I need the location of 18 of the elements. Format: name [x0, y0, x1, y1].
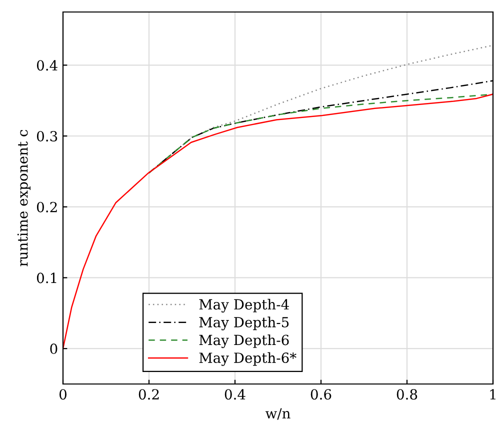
x-tick-label: 0.8: [396, 389, 418, 400]
legend-label: May Depth-6*: [199, 352, 296, 366]
x-axis-title: w/n: [265, 408, 290, 420]
y-axis-title: runtime exponent c: [17, 130, 30, 266]
x-tick-label: 0: [59, 389, 66, 400]
y-tick-label: 0.3: [36, 130, 58, 142]
legend-label: May Depth-4: [199, 298, 289, 312]
y-tick-label: 0.4: [36, 60, 58, 71]
y-tick-label: 0: [50, 344, 58, 354]
legend-label: May Depth-5: [199, 316, 289, 330]
x-tick-label: 1: [490, 389, 496, 400]
legend-label: May Depth-6: [199, 334, 289, 348]
line-series: [63, 94, 493, 350]
x-tick-label: 0.2: [138, 389, 159, 400]
x-tick-label: 0.4: [224, 389, 246, 400]
y-tick-label: 0.1: [36, 272, 56, 284]
x-tick-label: 0.6: [310, 389, 332, 400]
y-tick-label: 0.2: [36, 202, 57, 212]
